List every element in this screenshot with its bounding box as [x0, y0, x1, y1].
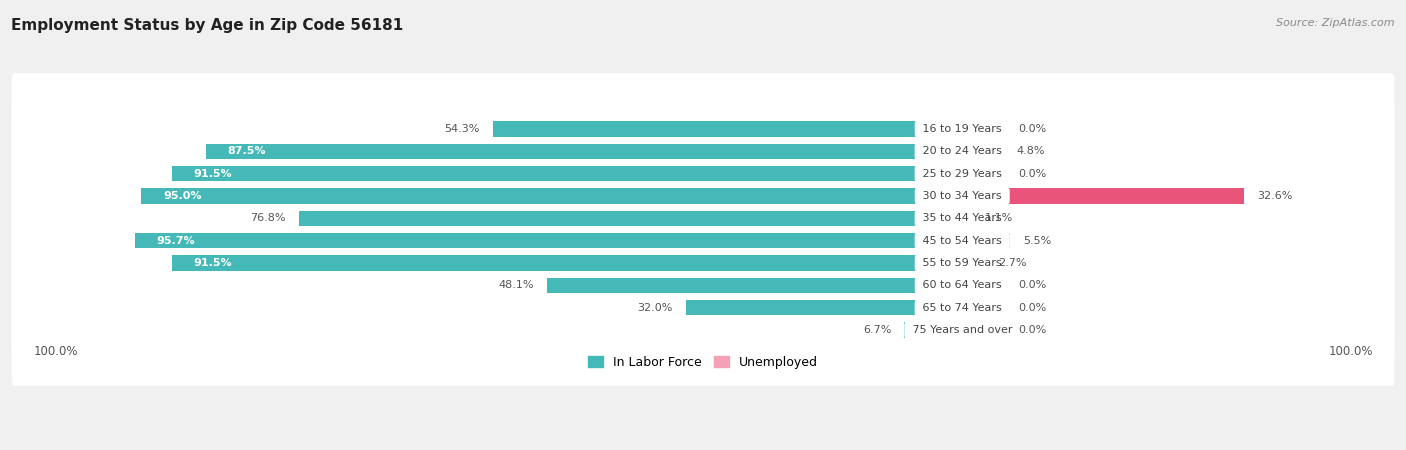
Text: 16 to 19 Years: 16 to 19 Years — [920, 124, 1005, 134]
Text: 54.3%: 54.3% — [444, 124, 479, 134]
Text: 45 to 54 Years: 45 to 54 Years — [920, 236, 1005, 246]
FancyBboxPatch shape — [11, 207, 1395, 319]
FancyBboxPatch shape — [11, 73, 1395, 185]
Text: 0.0%: 0.0% — [1018, 124, 1046, 134]
FancyBboxPatch shape — [11, 185, 1395, 297]
Text: 55 to 59 Years: 55 to 59 Years — [920, 258, 1005, 268]
Text: Source: ZipAtlas.com: Source: ZipAtlas.com — [1277, 18, 1395, 28]
Text: Employment Status by Age in Zip Code 56181: Employment Status by Age in Zip Code 561… — [11, 18, 404, 33]
FancyBboxPatch shape — [11, 118, 1395, 230]
Text: 95.7%: 95.7% — [157, 236, 195, 246]
Text: 35 to 44 Years: 35 to 44 Years — [920, 213, 1005, 223]
FancyBboxPatch shape — [11, 252, 1395, 364]
Bar — [172, 166, 962, 181]
Text: 0.0%: 0.0% — [1018, 280, 1046, 290]
Text: 87.5%: 87.5% — [228, 146, 266, 156]
Text: 100.0%: 100.0% — [1329, 345, 1372, 358]
Bar — [962, 166, 1005, 181]
Text: 1.1%: 1.1% — [984, 213, 1012, 223]
Bar — [962, 300, 1005, 315]
Text: 75 Years and over: 75 Years and over — [908, 325, 1015, 335]
Bar — [172, 256, 962, 270]
Bar — [962, 233, 1010, 248]
Text: 76.8%: 76.8% — [250, 213, 285, 223]
Text: 5.5%: 5.5% — [1022, 236, 1050, 246]
Text: 91.5%: 91.5% — [193, 258, 232, 268]
Bar — [207, 144, 962, 159]
Bar — [686, 300, 962, 315]
Text: 4.8%: 4.8% — [1017, 146, 1045, 156]
Bar — [962, 189, 1244, 203]
Text: 0.0%: 0.0% — [1018, 325, 1046, 335]
Text: 32.6%: 32.6% — [1257, 191, 1292, 201]
Text: 0.0%: 0.0% — [1018, 303, 1046, 313]
FancyBboxPatch shape — [11, 230, 1395, 341]
Bar — [142, 189, 962, 203]
Text: 0.0%: 0.0% — [1018, 169, 1046, 179]
Bar — [962, 211, 972, 226]
Text: 65 to 74 Years: 65 to 74 Years — [920, 303, 1005, 313]
FancyBboxPatch shape — [11, 95, 1395, 207]
Text: 30 to 34 Years: 30 to 34 Years — [920, 191, 1005, 201]
Text: 91.5%: 91.5% — [193, 169, 232, 179]
Legend: In Labor Force, Unemployed: In Labor Force, Unemployed — [583, 351, 823, 374]
Text: 48.1%: 48.1% — [498, 280, 534, 290]
FancyBboxPatch shape — [11, 162, 1395, 274]
Text: 2.7%: 2.7% — [998, 258, 1026, 268]
Bar — [494, 122, 962, 136]
FancyBboxPatch shape — [11, 140, 1395, 252]
Bar — [547, 278, 962, 293]
FancyBboxPatch shape — [11, 274, 1395, 386]
Bar — [135, 233, 962, 248]
Text: 32.0%: 32.0% — [637, 303, 672, 313]
Bar — [962, 122, 1005, 136]
Text: 25 to 29 Years: 25 to 29 Years — [920, 169, 1005, 179]
Bar — [962, 323, 1005, 338]
Bar — [962, 278, 1005, 293]
Text: 20 to 24 Years: 20 to 24 Years — [920, 146, 1005, 156]
Bar — [298, 211, 962, 226]
Bar — [962, 144, 1004, 159]
Bar — [904, 323, 962, 338]
Bar — [962, 256, 986, 270]
Text: 100.0%: 100.0% — [34, 345, 77, 358]
Text: 95.0%: 95.0% — [163, 191, 201, 201]
Text: 6.7%: 6.7% — [863, 325, 891, 335]
Text: 60 to 64 Years: 60 to 64 Years — [920, 280, 1005, 290]
